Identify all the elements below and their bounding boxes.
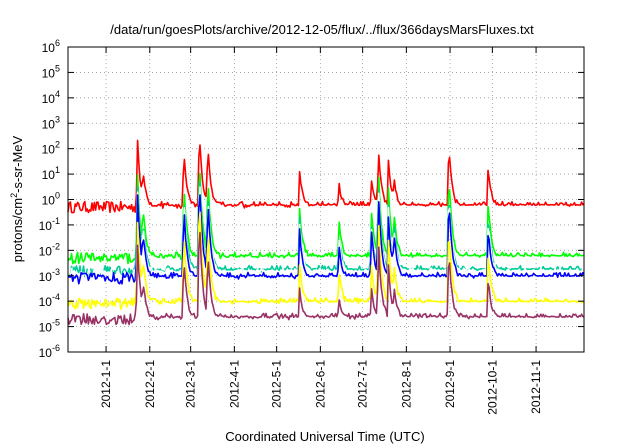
y-tick-label: 101 <box>42 165 60 182</box>
series-line <box>67 211 585 311</box>
x-tick-label: 2012-11-1 <box>529 360 543 414</box>
x-tick-label: 2012-2-1 <box>143 360 157 408</box>
y-axis-label: protons/cm2-s-sr-MeV <box>9 135 25 262</box>
chart-title: /data/run/goesPlots/archive/2012-12-05/f… <box>110 22 534 37</box>
y-tick-label: 103 <box>42 114 60 131</box>
y-tick-label: 105 <box>42 63 60 80</box>
y-tick-labels: 10-6 10-5 10-4 10-3 10-2 10-1 100 101 102 103 104 1… <box>39 38 60 360</box>
plot-frame <box>67 46 585 353</box>
series-line <box>67 231 585 326</box>
x-tick-label: 2012-10-1 <box>485 360 499 415</box>
y-tick-label: 10-1 <box>39 216 60 233</box>
y-tick-label: 10-6 <box>39 343 60 360</box>
series-line <box>67 194 585 285</box>
x-tick-label: 2012-1-1 <box>99 360 113 408</box>
y-tick-label: 100 <box>42 191 60 208</box>
x-tick-labels: 2012-1-1 2012-2-1 2012-3-1 2012-4-1 2012-5-1… <box>99 360 543 415</box>
x-tick-label: 2012-4-1 <box>227 360 241 408</box>
tick-marks <box>68 46 584 353</box>
grid-lines <box>68 47 584 352</box>
y-tick-label: 10-3 <box>39 267 60 284</box>
series-line <box>67 186 585 281</box>
x-tick-label: 2012-3-1 <box>184 360 198 408</box>
y-tick-label: 102 <box>42 140 60 157</box>
series-layer <box>67 139 585 326</box>
y-tick-label: 104 <box>42 89 60 106</box>
y-tick-label: 10-5 <box>39 318 60 335</box>
series-line <box>67 139 585 214</box>
y-tick-label: 10-2 <box>39 241 60 258</box>
x-tick-label: 2012-9-1 <box>443 360 457 408</box>
x-tick-label: 2012-6-1 <box>313 360 327 408</box>
x-tick-label: 2012-8-1 <box>399 360 413 408</box>
y-tick-label: 106 <box>42 38 60 55</box>
y-tick-label: 10-4 <box>39 292 60 309</box>
x-tick-label: 2012-7-1 <box>356 360 370 408</box>
series-line <box>67 172 585 265</box>
x-axis-label: Coordinated Universal Time (UTC) <box>225 429 424 444</box>
x-tick-label: 2012-5-1 <box>270 360 284 408</box>
